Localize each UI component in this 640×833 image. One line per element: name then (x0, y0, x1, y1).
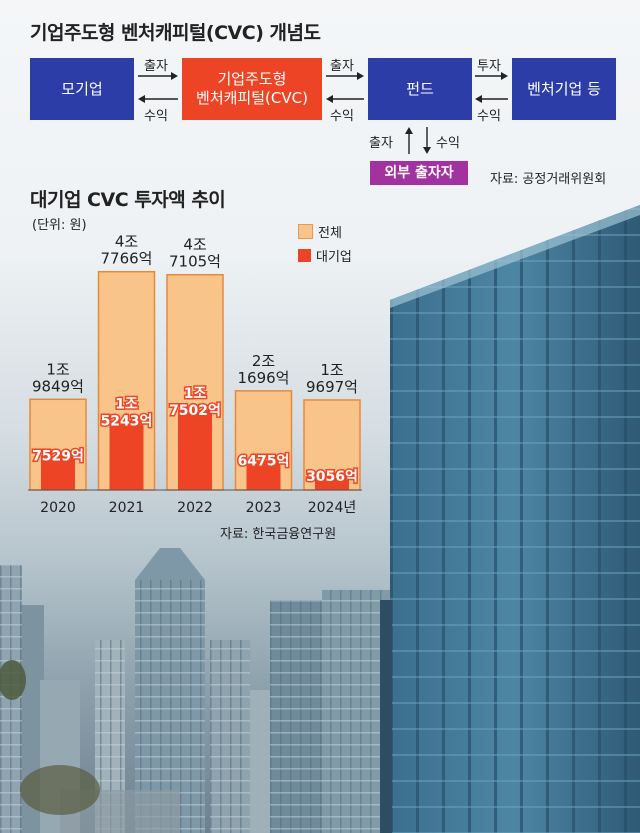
arrow3-top-label: 투자 (477, 59, 501, 74)
tick-label-2021: 2021 (109, 500, 145, 516)
arrow-down-4 (423, 127, 431, 154)
tick-label-2023: 2023 (246, 500, 282, 516)
legend-item-large-corp: 대기업 (298, 246, 352, 265)
legend-swatch-total (298, 224, 313, 239)
arrow3-bottom-label: 수익 (477, 109, 501, 124)
label-large-corp-2024년-0: 3056억 (306, 469, 358, 485)
arrow-right-3 (475, 72, 508, 80)
label-total-2022-0: 4조 (183, 236, 207, 254)
box-external-label: 외부 출자자 (384, 164, 454, 181)
legend-label-large-corp: 대기업 (316, 250, 352, 265)
bar-chart: 1조9849억7529억20204조7766억1조5243억20214조7105… (28, 233, 362, 516)
tick-label-2022: 2022 (177, 500, 213, 516)
bar-large-corp-2023 (246, 460, 281, 490)
label-total-2024년-0: 1조 (320, 361, 344, 379)
label-total-2024년-1: 9697억 (306, 378, 358, 396)
label-total-2020-1: 9849억 (32, 377, 84, 395)
tick-label-2024년: 2024년 (308, 500, 357, 516)
legend-label-total: 전체 (318, 226, 342, 241)
box-external-investors: 외부 출자자 (370, 161, 468, 185)
bar-total-2024년 (303, 399, 361, 491)
label-large-corp-2021-0: 1조 (115, 396, 138, 412)
box-parent-company: 모기업 (30, 58, 134, 120)
arrow-right-1 (138, 72, 178, 80)
bar-large-corp-2024년 (315, 476, 349, 490)
arrow1-top-label: 출자 (144, 59, 168, 74)
arrow4-right-label: 수익 (436, 136, 460, 151)
label-large-corp-2023-0: 6475억 (238, 453, 290, 469)
box-cvc-line1: 기업주도형 (217, 70, 287, 88)
box-cvc-line2: 벤처캐피털(CVC) (196, 89, 308, 107)
diagram-arrows (138, 72, 508, 154)
chart-unit: (단위: 원) (32, 218, 87, 233)
box-fund: 펀드 (368, 58, 472, 120)
bar-large-corp-2022 (178, 410, 212, 490)
label-total-2021-0: 4조 (115, 233, 139, 251)
arrow-up-4 (405, 127, 413, 154)
box-venture-label: 벤처기업 등 (527, 79, 601, 98)
arrow2-bottom-label: 수익 (330, 109, 354, 124)
arrow1-bottom-label: 수익 (144, 109, 168, 124)
arrow2-top-label: 출자 (330, 59, 354, 74)
label-total-2023-1: 1696억 (238, 369, 290, 387)
label-total-2020-0: 1조 (46, 360, 70, 378)
label-large-corp-2022-0: 1조 (184, 386, 207, 402)
label-large-corp-2022-1: 7502억 (169, 403, 221, 419)
bar-large-corp-2020 (41, 455, 75, 490)
arrow-left-1 (138, 95, 178, 103)
label-large-corp-2021-1: 5243억 (101, 413, 153, 429)
label-total-2023-0: 2조 (252, 352, 276, 370)
diagram-title: 기업주도형 벤처캐피털(CVC) 개념도 (30, 22, 321, 44)
label-total-2022-1: 7105억 (169, 253, 221, 271)
bar-large-corp-2021 (109, 420, 144, 490)
arrow-left-3 (475, 95, 508, 103)
box-parent-label: 모기업 (61, 79, 103, 98)
chart-source: 자료: 한국금융연구원 (220, 527, 337, 542)
arrow4-left-label: 출자 (369, 136, 393, 151)
box-venture: 벤처기업 등 (512, 58, 616, 120)
box-fund-label: 펀드 (406, 79, 434, 98)
arrow-right-2 (326, 72, 364, 80)
diagram-source: 자료: 공정거래위원회 (490, 172, 607, 187)
legend-item-total: 전체 (298, 222, 342, 241)
chart-title: 대기업 CVC 투자액 추이 (30, 189, 226, 211)
label-total-2021-1: 7766억 (101, 250, 153, 268)
legend-swatch-large-corp (298, 249, 311, 262)
arrow-left-2 (326, 95, 364, 103)
tick-label-2020: 2020 (40, 500, 76, 516)
label-large-corp-2020-0: 7529억 (32, 449, 84, 465)
box-cvc: 기업주도형 벤처캐피털(CVC) (182, 58, 322, 120)
